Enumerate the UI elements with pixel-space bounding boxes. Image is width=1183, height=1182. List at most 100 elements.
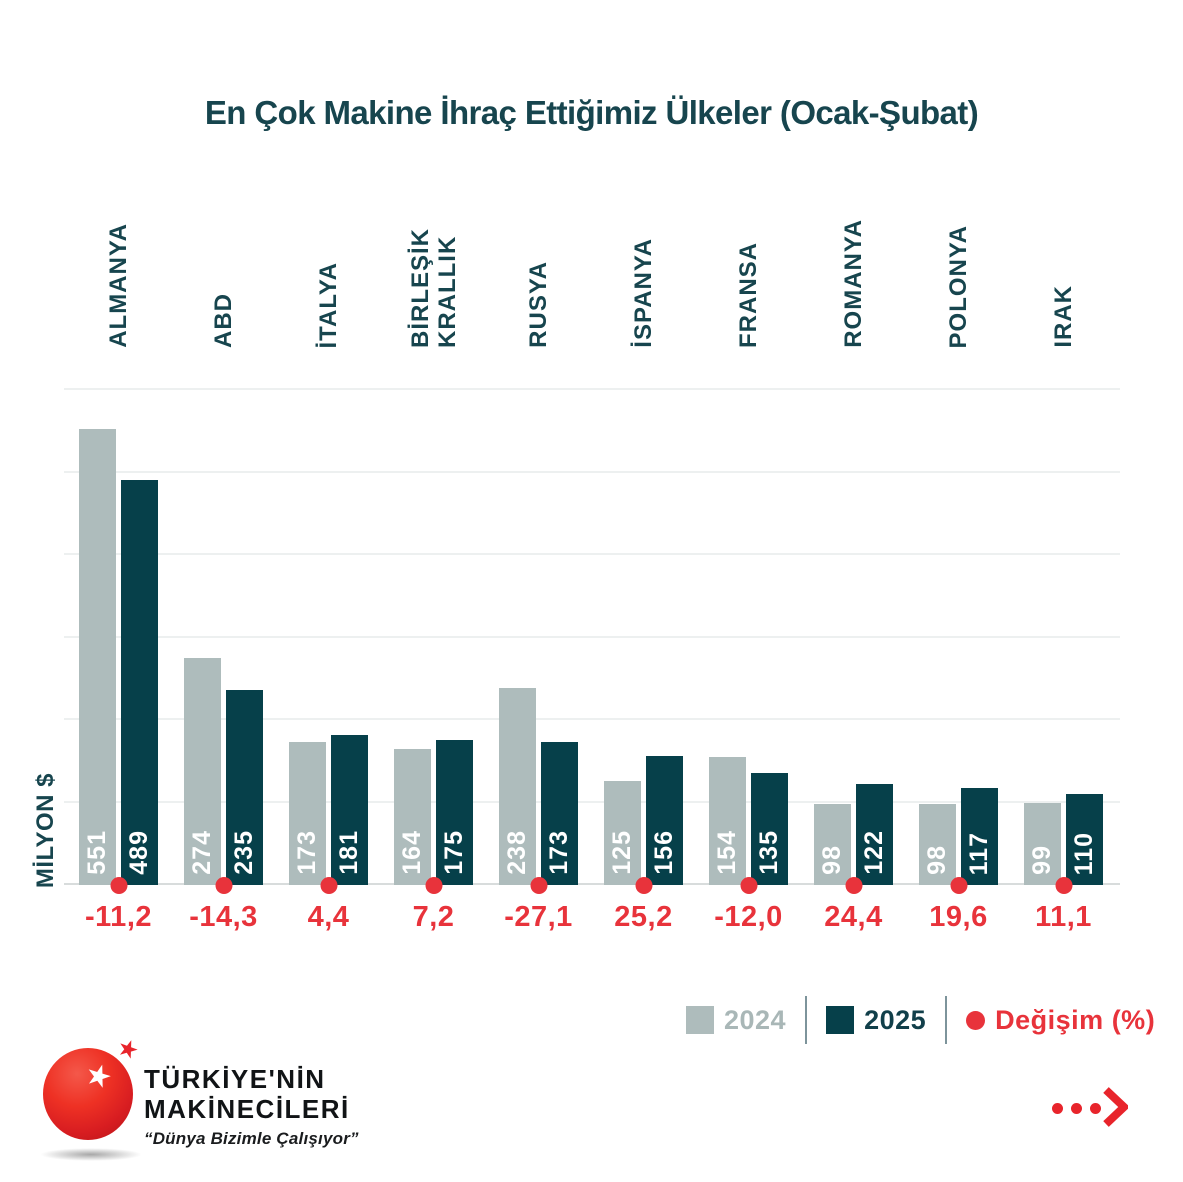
arrow-dot-icon (1071, 1103, 1082, 1114)
bar-group: 164 175 (381, 388, 486, 894)
legend-divider (945, 996, 948, 1044)
bar-group: 98 122 (801, 388, 906, 894)
change-percent-value: 24,4 (824, 901, 883, 933)
country-label-cell: ROMANYA (801, 219, 906, 348)
country-label-cell: BİRLEŞİK KRALLIK (381, 224, 486, 348)
legend-change-label: Değişim (%) (995, 1004, 1156, 1035)
country-label: FRANSA (735, 242, 762, 348)
legend-2025-label: 2025 (864, 1004, 927, 1035)
bar-2024: 154 (709, 757, 746, 885)
bar-group: 274 235 (171, 388, 276, 894)
legend-divider (805, 996, 808, 1044)
change-dot-icon (215, 877, 232, 894)
country-label: İTALYA (315, 261, 342, 348)
change-percent-value: 4,4 (307, 901, 350, 933)
x-axis-line (64, 883, 1120, 885)
bar-value-label: 122 (860, 830, 888, 875)
bar-value-label: 173 (293, 830, 321, 875)
country-label-cell: İTALYA (276, 224, 381, 348)
logo-badge-star-icon: ★ (113, 1033, 143, 1066)
country-label: BİRLEŞİK KRALLIK (406, 227, 461, 348)
bar-2024: 173 (289, 741, 326, 885)
bar-group: 173 181 (276, 388, 381, 894)
bar-group: 99 110 (1011, 388, 1116, 894)
bar-value-label: 173 (545, 830, 573, 875)
bar-groups-row: 551 489 274 235 173 181 164 175 238 173 125 156 154 1… (66, 388, 1116, 894)
country-label: ALMANYA (105, 223, 132, 348)
legend-2024-swatch-icon (686, 1006, 714, 1034)
logo-text-block: TÜRKİYE'NİN MAKİNECİLERİ “Dünya Bizimle … (144, 1064, 359, 1149)
country-label-cell: FRANSA (696, 224, 801, 348)
logo-red-sphere-icon (43, 1048, 133, 1140)
change-percent-value: -11,2 (85, 901, 152, 933)
country-label: RUSYA (525, 261, 552, 348)
bar-value-label: 98 (818, 845, 846, 875)
country-label: IRAK (1050, 285, 1077, 348)
bar-value-label: 175 (440, 830, 468, 875)
bar-2025: 235 (226, 690, 263, 885)
bar-2025: 110 (1066, 793, 1103, 885)
grid-layer (64, 388, 1120, 885)
change-dot-icon (1055, 877, 1072, 894)
bar-value-label: 125 (608, 830, 636, 875)
bar-2025: 489 (121, 479, 158, 885)
change-dot-icon (320, 877, 337, 894)
bar-value-label: 551 (83, 830, 111, 875)
bar-value-label: 98 (923, 845, 951, 875)
country-label-cell: ABD (171, 224, 276, 348)
brand-logo: ★ ★ TÜRKİYE'NİN MAKİNECİLERİ “Dünya Bizi… (40, 1033, 380, 1172)
bar-value-label: 99 (1028, 845, 1056, 875)
bar-2024: 98 (919, 803, 956, 885)
bar-value-label: 154 (713, 830, 741, 875)
bar-2024: 238 (499, 687, 536, 885)
bar-2024: 551 (79, 428, 116, 885)
legend-2025-swatch-icon (826, 1006, 855, 1034)
logo-shadow (40, 1148, 142, 1161)
country-label: İSPANYA (630, 238, 657, 348)
legend-change-dot-icon (966, 1010, 986, 1030)
country-label-cell: IRAK (1011, 224, 1116, 348)
change-percent-value: 11,1 (1035, 901, 1092, 933)
gridline (64, 800, 1120, 803)
change-dot-icon (110, 877, 127, 894)
bar-value-label: 235 (230, 830, 258, 875)
bar-2024: 164 (394, 749, 431, 885)
country-label-cell: İSPANYA (591, 224, 696, 348)
next-arrow-button[interactable] (1050, 1086, 1128, 1128)
change-percent-value: -27,1 (504, 901, 573, 933)
legend: 2024 2025 Değişim (%) (686, 996, 1155, 1044)
logo-name-line1: TÜRKİYE'NİN (144, 1064, 326, 1094)
bar-chart-plot: 551 489 274 235 173 181 164 175 238 173 125 156 154 1… (64, 388, 1120, 894)
bar-value-label: 117 (965, 831, 993, 875)
change-dot-icon (425, 877, 442, 894)
bar-group: 551 489 (66, 388, 171, 894)
country-label: POLONYA (945, 224, 972, 348)
bar-2025: 117 (961, 788, 998, 885)
country-label: ROMANYA (840, 219, 867, 348)
bar-value-label: 274 (188, 830, 216, 875)
gridline (64, 718, 1120, 720)
change-percent-row: -11,2 -14,3 4,4 7,2 -27,1 25,2 -12,0 24,4 19,6 11… (66, 901, 1116, 934)
bar-group: 98 117 (906, 388, 1011, 894)
bar-2025: 175 (436, 740, 473, 885)
bar-2024: 98 (814, 803, 851, 885)
bar-2025: 135 (751, 773, 788, 885)
page-title: En Çok Makine İhraç Ettiğimiz Ülkeler (O… (204, 94, 979, 131)
change-percent-value: 7,2 (412, 901, 455, 933)
bar-2024: 99 (1024, 803, 1061, 885)
bar-value-label: 238 (503, 830, 531, 875)
bar-value-label: 110 (1070, 831, 1098, 875)
bar-2025: 122 (856, 783, 893, 885)
country-label-cell: POLONYA (906, 224, 1011, 348)
gridline (64, 553, 1120, 555)
bar-group: 238 173 (486, 388, 591, 894)
bar-value-label: 156 (650, 830, 678, 875)
change-dot-icon (950, 877, 967, 894)
change-dot-icon (530, 877, 547, 894)
bar-2024: 274 (184, 658, 221, 885)
change-percent-value: 19,6 (929, 901, 988, 933)
gridline (64, 635, 1120, 638)
country-label-cell: RUSYA (486, 224, 591, 348)
bar-value-label: 181 (335, 830, 363, 875)
